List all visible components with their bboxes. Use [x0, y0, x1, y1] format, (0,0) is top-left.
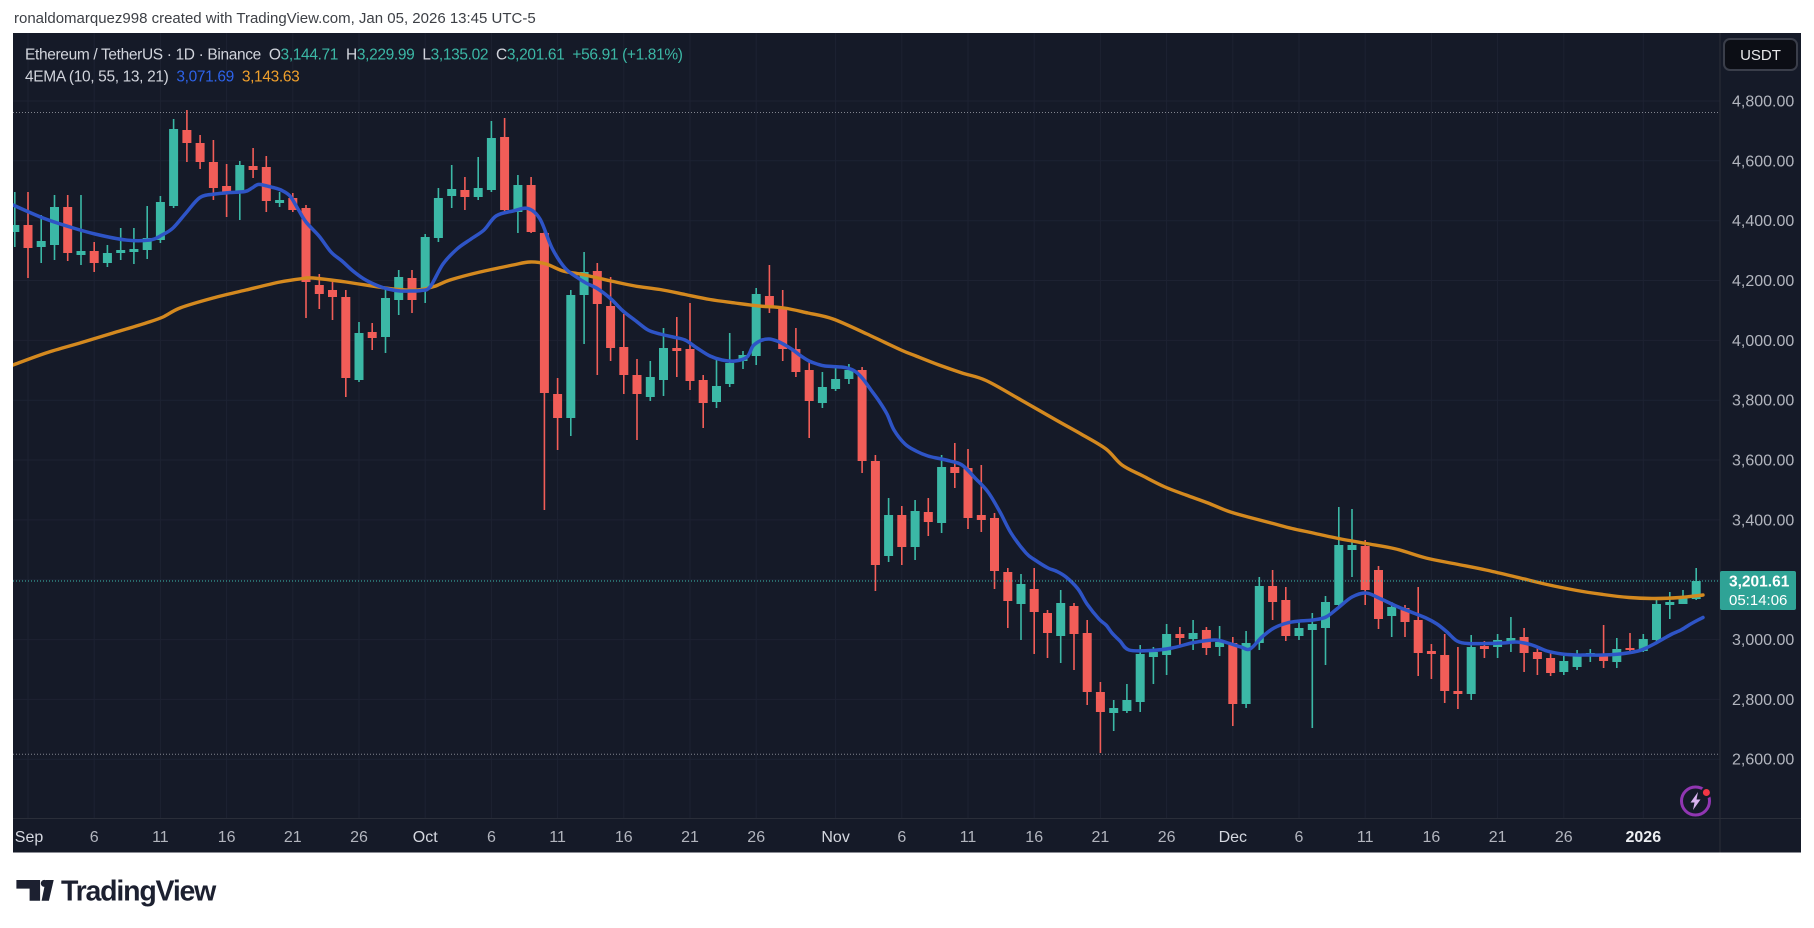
svg-text:6: 6: [897, 829, 906, 846]
svg-text:3,600.00: 3,600.00: [1732, 453, 1794, 470]
svg-text:16: 16: [1423, 829, 1441, 846]
svg-text:4,000.00: 4,000.00: [1732, 333, 1794, 350]
svg-text:16: 16: [218, 829, 236, 846]
svg-text:USDT: USDT: [1740, 47, 1781, 64]
svg-text:16: 16: [1025, 829, 1043, 846]
svg-text:26: 26: [350, 829, 368, 846]
svg-text:26: 26: [1555, 829, 1573, 846]
svg-text:4,400.00: 4,400.00: [1732, 213, 1794, 230]
svg-text:21: 21: [1489, 829, 1507, 846]
svg-text:Oct: Oct: [413, 829, 438, 846]
svg-text:11: 11: [549, 829, 566, 846]
svg-text:26: 26: [747, 829, 765, 846]
svg-text:6: 6: [487, 829, 496, 846]
svg-text:05:14:06: 05:14:06: [1729, 592, 1787, 609]
svg-text:2,600.00: 2,600.00: [1732, 752, 1794, 769]
svg-text:11: 11: [1357, 829, 1374, 846]
svg-text:3,000.00: 3,000.00: [1732, 632, 1794, 649]
svg-text:11: 11: [152, 829, 169, 846]
svg-text:4EMA (10, 55, 13, 21) 3,071.6: 4EMA (10, 55, 13, 21) 3,071.69 3,143.63: [25, 69, 299, 86]
svg-text:2,800.00: 2,800.00: [1732, 692, 1794, 709]
svg-text:3,201.61: 3,201.61: [1729, 574, 1790, 591]
svg-text:6: 6: [90, 829, 99, 846]
svg-text:26: 26: [1158, 829, 1176, 846]
svg-text:4,600.00: 4,600.00: [1732, 153, 1794, 170]
svg-text:4,200.00: 4,200.00: [1732, 273, 1794, 290]
svg-text:11: 11: [960, 829, 977, 846]
svg-text:2026: 2026: [1626, 829, 1662, 846]
svg-text:Nov: Nov: [821, 829, 849, 846]
svg-text:4,800.00: 4,800.00: [1732, 94, 1794, 111]
svg-text:Sep: Sep: [15, 829, 44, 846]
svg-text:16: 16: [615, 829, 633, 846]
svg-text:Dec: Dec: [1219, 829, 1247, 846]
svg-text:3,400.00: 3,400.00: [1732, 512, 1794, 529]
svg-text:21: 21: [1092, 829, 1110, 846]
svg-text:Ethereum / TetherUS · 1D · Bin: Ethereum / TetherUS · 1D · Binance O3,14…: [25, 47, 683, 64]
svg-text:3,800.00: 3,800.00: [1732, 393, 1794, 410]
svg-text:21: 21: [284, 829, 302, 846]
svg-text:TradingView: TradingView: [61, 876, 217, 908]
svg-text:6: 6: [1295, 829, 1304, 846]
svg-text:21: 21: [681, 829, 699, 846]
